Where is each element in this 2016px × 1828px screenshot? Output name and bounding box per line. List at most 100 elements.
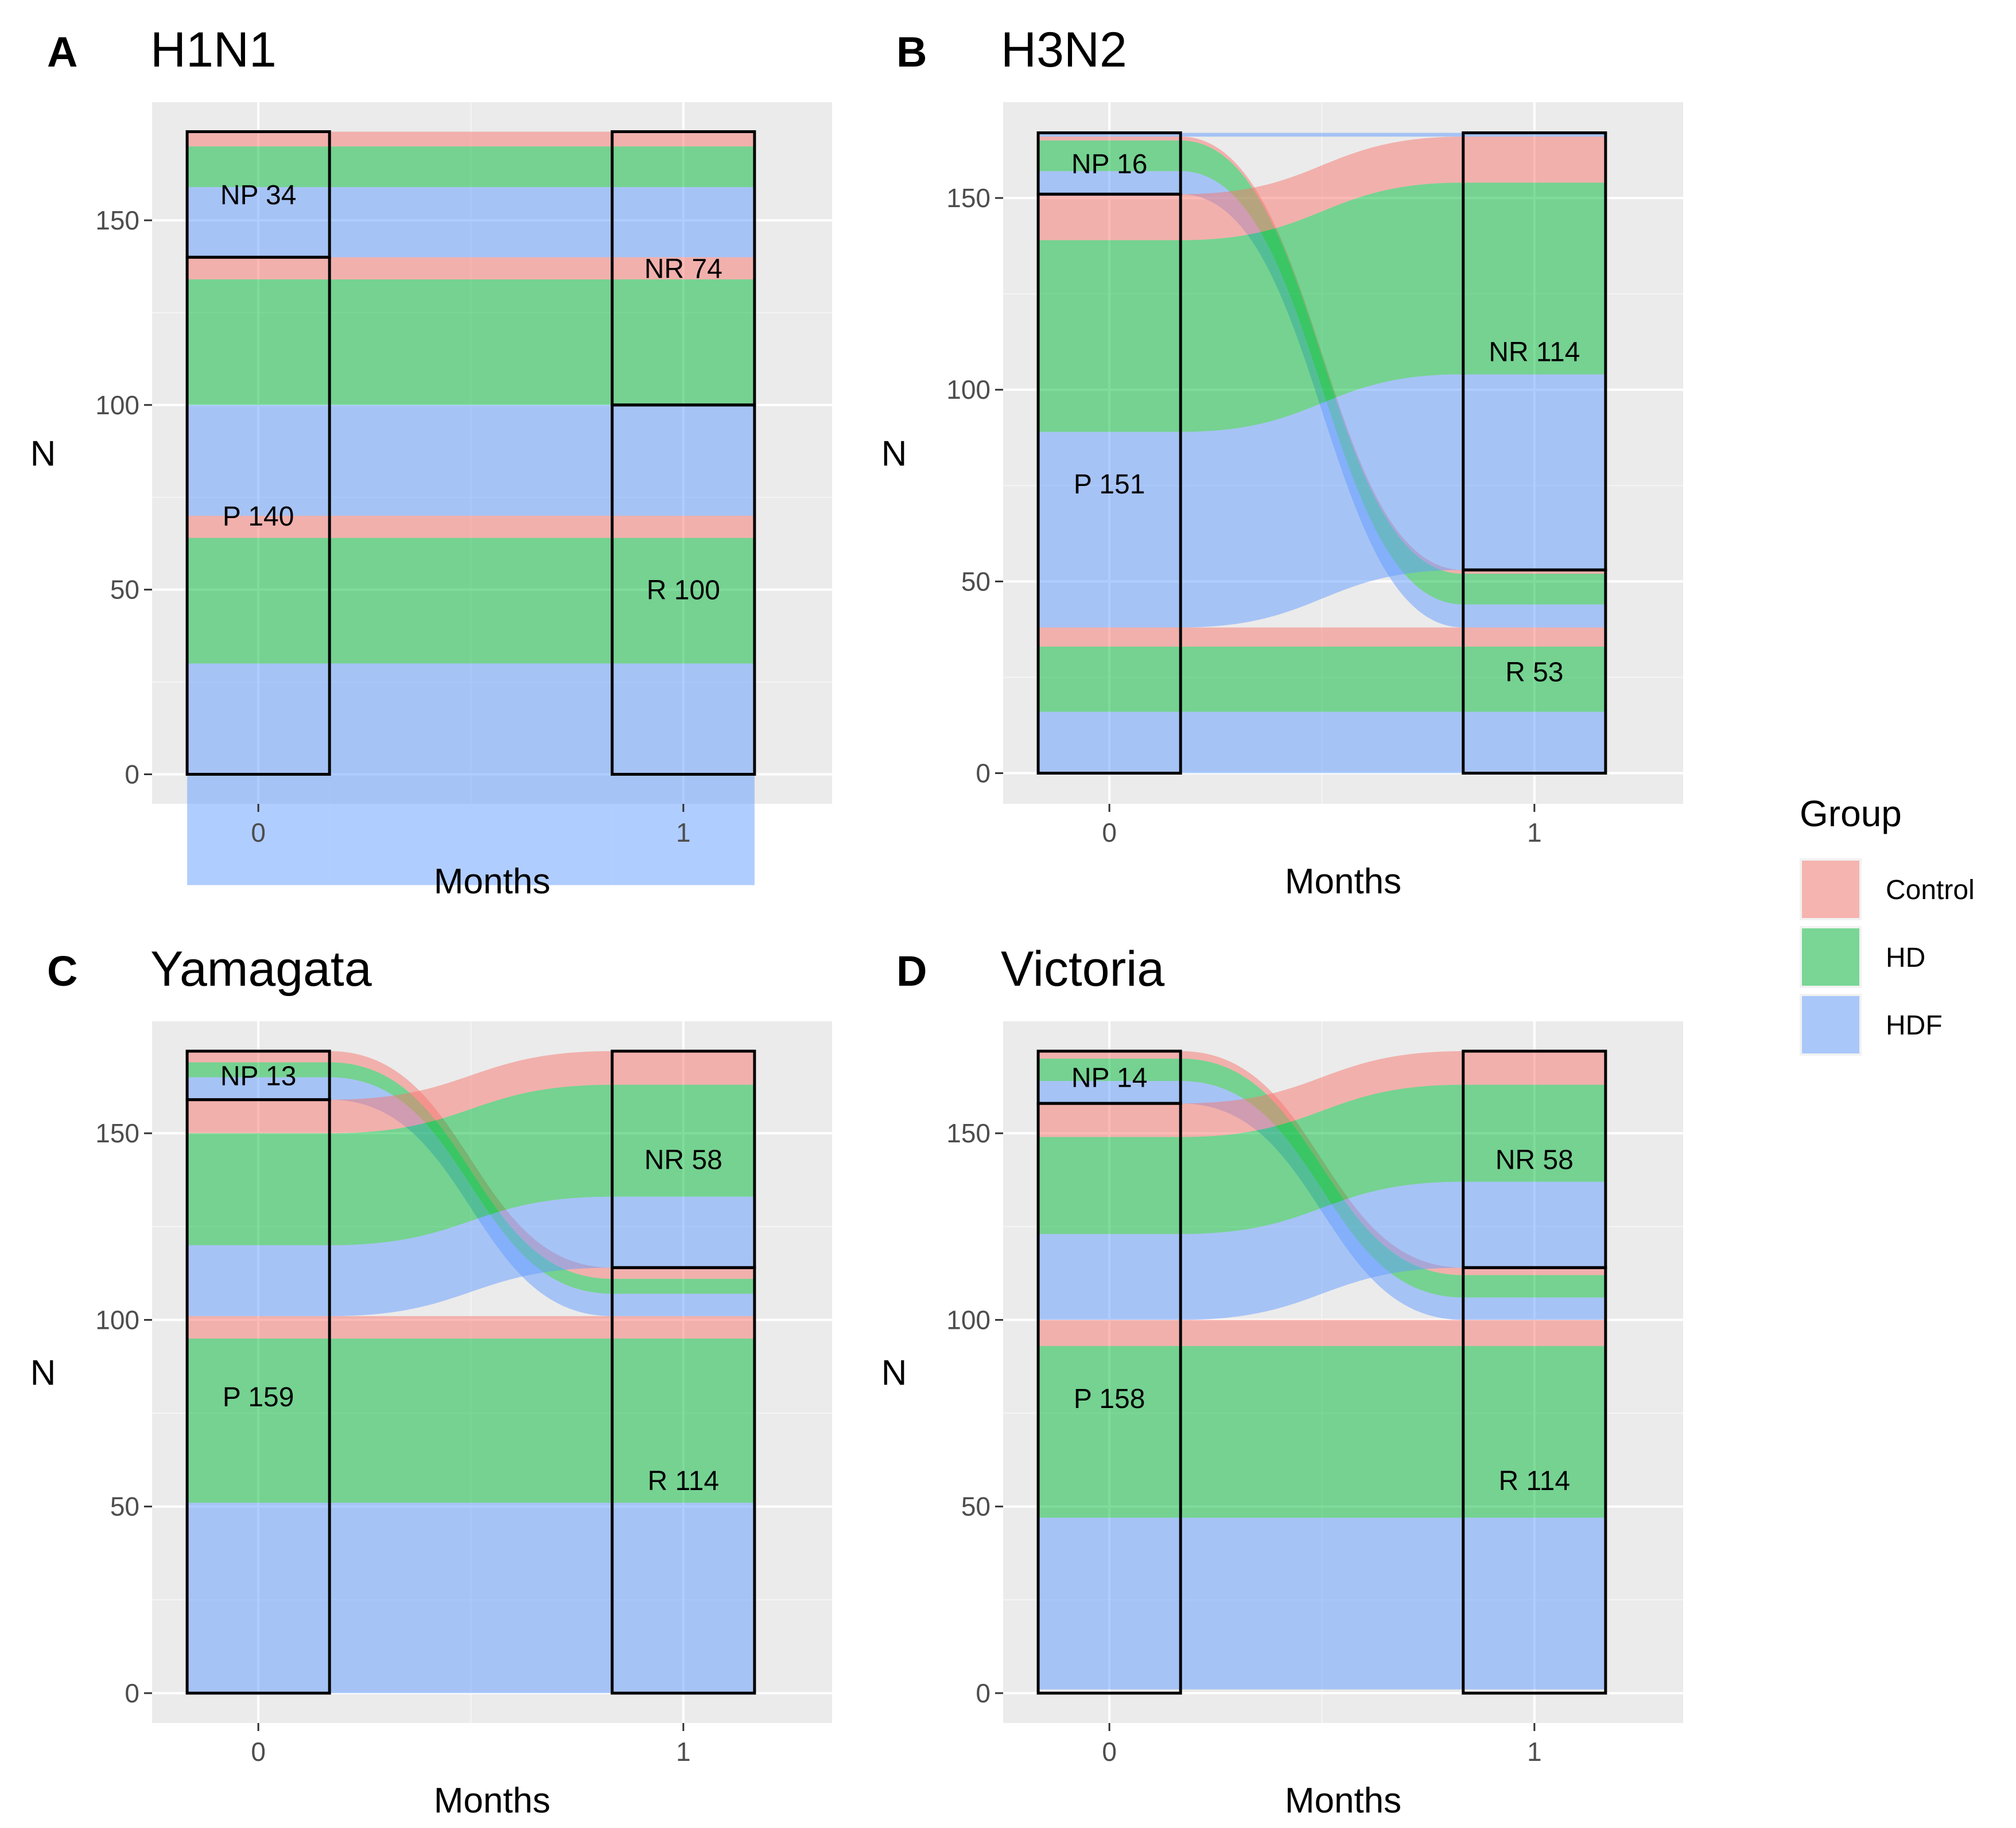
stratum-box <box>185 1098 331 1695</box>
legend: Group Control HD HDF <box>1800 793 1975 1056</box>
flow-ribbon <box>329 515 612 538</box>
flow-lode-left <box>187 1062 330 1078</box>
legend-label: HD <box>1886 943 1925 973</box>
y-tick-label: 0 <box>125 1678 139 1708</box>
legend-title: Group <box>1800 793 1902 834</box>
flow-lode-left <box>187 1503 330 1693</box>
flow-lode-right <box>612 1278 755 1294</box>
stratum-label: P 159 <box>223 1382 294 1413</box>
flow-lode-left <box>1038 1345 1181 1518</box>
x-tick-label: 1 <box>676 1737 691 1767</box>
flow-lode-left <box>187 187 330 258</box>
flow-lode-right <box>1463 1181 1606 1268</box>
flow-lode-left <box>1038 1051 1181 1059</box>
flow-ribbon <box>1180 1051 1463 1137</box>
stratum-label: P 151 <box>1074 469 1145 500</box>
legend-label: Control <box>1886 875 1975 905</box>
stratum-label: NP 16 <box>1071 149 1148 180</box>
legend-label: HDF <box>1886 1010 1943 1041</box>
flow-lode-right <box>612 515 755 538</box>
panel-c: C Yamagata NP 13 P 159 NR 58 R 114 0 50 100 150 0 1… <box>30 942 832 1821</box>
flow-lode-left <box>187 1051 330 1063</box>
y-tick-label: 0 <box>976 759 990 788</box>
y-tick-label: 150 <box>95 1118 139 1148</box>
flow-lode-left <box>187 279 330 405</box>
y-tick-label: 50 <box>961 566 990 596</box>
flow-ribbon <box>1180 646 1463 712</box>
flow-ribbon <box>329 1338 612 1503</box>
stratum-box <box>611 1266 756 1695</box>
flow-lode-right <box>612 1316 755 1339</box>
flow-lode-left <box>1038 646 1181 712</box>
flow-ribbon <box>329 1196 612 1316</box>
legend-swatch <box>1802 996 1859 1053</box>
stratum-label: R 114 <box>1499 1466 1571 1496</box>
flow-lode-right <box>612 1267 755 1279</box>
flow-ribbon <box>329 187 612 258</box>
flow-lode-right <box>1463 374 1606 570</box>
flow-lode-left <box>1038 431 1181 628</box>
flow-ribbon <box>329 1316 612 1339</box>
flow-lode-left <box>1038 194 1181 240</box>
flow-lode-right <box>612 1084 755 1197</box>
flow-ribbon <box>329 1503 612 1693</box>
flow-lode-left <box>1038 137 1181 141</box>
flow-lode-right <box>1463 1084 1606 1182</box>
flow-lode-right <box>1463 1275 1606 1298</box>
flow-lode-right <box>612 1503 755 1693</box>
flow-lode-left <box>187 131 330 147</box>
flow-ribbon <box>1180 1518 1463 1690</box>
y-axis-title: N <box>881 1354 907 1393</box>
flow-ribbon <box>329 146 612 188</box>
y-tick-label: 150 <box>95 205 139 235</box>
y-axis-title: N <box>30 1354 56 1393</box>
flow-lode-left <box>1038 240 1181 432</box>
legend-swatch <box>1802 928 1859 986</box>
flow-lode-left <box>1038 1320 1181 1346</box>
stratum-label: NP 14 <box>1071 1063 1148 1094</box>
panel-title: Yamagata <box>150 942 372 997</box>
stratum-box <box>1462 1266 1607 1695</box>
flow-lode-left <box>1038 133 1181 137</box>
flow-lode-left <box>187 1245 330 1316</box>
flow-ribbon <box>329 1051 612 1134</box>
flow-lode-right <box>612 1293 755 1316</box>
panel-title: H3N2 <box>1001 22 1127 77</box>
flow-lode-left <box>1038 1103 1181 1137</box>
flow-lode-left <box>187 1338 330 1503</box>
x-axis-title: Months <box>434 1781 550 1821</box>
stratum-label: NR 58 <box>644 1145 723 1176</box>
flow-lode-left <box>187 405 330 516</box>
flow-ribbon <box>1180 137 1463 240</box>
flow-lode-left <box>1038 627 1181 647</box>
y-tick-label: 150 <box>946 183 990 213</box>
flow-lode-right <box>612 405 755 516</box>
flow-ribbon <box>1180 711 1463 773</box>
x-tick-label: 0 <box>251 1737 266 1767</box>
flow-lode-left <box>1038 1059 1181 1082</box>
flow-lode-left <box>187 515 330 538</box>
flow-ribbon <box>1180 182 1463 432</box>
stratum-box <box>611 403 756 776</box>
flow-ribbon <box>329 1084 612 1246</box>
y-tick-label: 50 <box>110 1492 139 1522</box>
flow-lode-left <box>187 146 330 188</box>
flow-lode-left <box>187 538 330 664</box>
flow-lode-left <box>1038 1081 1181 1104</box>
y-tick-label: 0 <box>125 760 139 789</box>
flow-lode-right <box>1463 604 1606 628</box>
panel-letter: C <box>47 947 77 995</box>
y-tick-label: 100 <box>946 375 990 405</box>
flow-lode-right <box>612 1196 755 1268</box>
flow-lode-right <box>612 1338 755 1503</box>
flow-lode-left <box>187 1099 330 1134</box>
panel-title: Victoria <box>1001 942 1164 997</box>
panel-letter: A <box>47 28 77 76</box>
flow-ribbon <box>1180 1320 1463 1346</box>
panel-d: D Victoria NP 14 P 158 NR 58 R 114 0 50 100 150 0 1… <box>881 942 1683 1821</box>
flow-ribbon <box>329 257 612 279</box>
flow-lode-right <box>612 279 755 405</box>
panel-a: A H1N1 NP 34 P 140 NR 74 R 100 0 50 100 150 0 1 Mont… <box>30 22 832 901</box>
stratum-label: P 158 <box>1074 1384 1145 1414</box>
flow-ribbon <box>1180 1345 1463 1518</box>
